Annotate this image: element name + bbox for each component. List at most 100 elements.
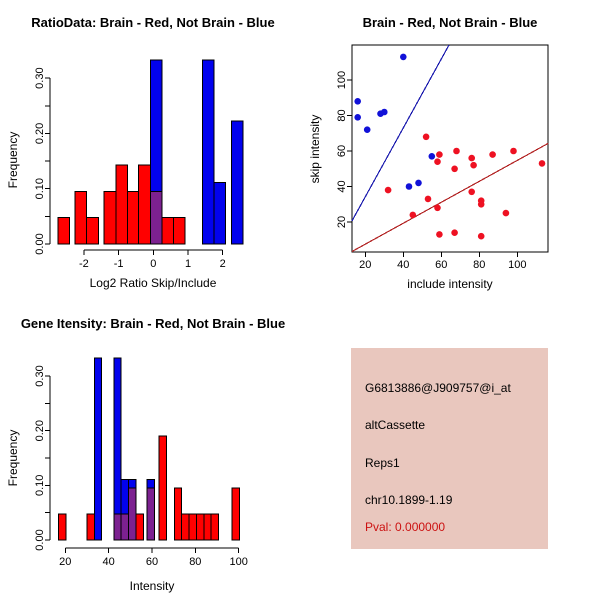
data-point-brain [538,160,546,167]
panel-ratio-histogram: 0.00 0.10 0.20 0.30 -2 -1 0 1 2 [34,59,244,270]
data-point-brain [436,151,443,158]
data-point-not-brain [428,153,436,160]
gene-info-panel: G6813886@J909757@i_at altCassette Reps1 … [351,348,548,549]
data-point-not-brain [354,114,362,121]
hist-bar-red [128,487,137,541]
x-tick-label: 60 [146,556,158,568]
data-point-brain [468,188,476,196]
y-tick-label: 60 [336,145,348,157]
hist-bar-blue [93,357,103,541]
x-tick-label: 80 [189,556,201,568]
hist-bar-red [74,191,88,245]
data-point-brain [489,151,496,158]
data-point-brain [434,204,441,212]
hist-bar-red [203,513,212,541]
data-point-not-brain [400,53,407,61]
data-point-brain [384,186,392,194]
scatter-title: Brain - Red, Not Brain - Blue [362,15,538,30]
x-tick-label: 80 [473,259,485,271]
scatter-ylabel: skip intensity [308,114,322,184]
gene-hist-xlabel: Intensity [129,579,175,593]
hist-bar-red [113,513,122,541]
hist-bar-red [150,191,163,245]
x-tick-label: 60 [435,259,447,271]
hist-bar-blue [213,182,226,245]
hist-bar-red [181,513,190,541]
info-line-probe-id: G6813886@J909757@i_at [365,381,511,395]
panel-intensity-scatter: 20 40 60 80 100 20 40 60 80 100 [336,44,549,271]
x-tick-label: -2 [79,258,89,270]
data-point-not-brain [354,98,362,105]
hist-bar-red [115,164,128,245]
data-point-brain [436,231,443,238]
x-tick-label: 2 [220,258,226,270]
y-tick-label: 40 [336,180,348,192]
hist-bar-red [146,487,156,541]
x-tick-label: 40 [103,556,115,568]
x-tick-label: 100 [229,556,247,568]
data-point-brain [453,147,460,155]
panel-gene-histogram: 0.00 0.10 0.20 0.30 20 40 60 80 100 [34,357,248,568]
y-tick-label: 80 [336,109,348,121]
hist-bar-red [173,487,183,541]
info-line-locus: chr10.1899-1.19 [365,493,453,507]
data-point-brain [451,165,458,173]
hist-bar-red [57,513,67,541]
x-tick-label: 100 [508,259,526,271]
info-line-pvalue: Pval: 0.000000 [365,520,446,534]
data-point-brain [409,211,417,219]
data-point-brain [422,133,430,141]
gene-hist-title: Gene Itensity: Brain - Red, Not Brain - … [20,316,286,331]
data-point-brain [434,158,441,165]
hist-bar-red [195,513,205,541]
data-point-brain [510,147,517,155]
hist-bar-blue [230,120,244,245]
data-point-not-brain [363,126,371,133]
data-point-brain [477,232,485,240]
x-tick-label: 20 [59,556,71,568]
fit-line-brain [351,142,549,253]
data-point-brain [477,201,485,208]
data-point-brain [451,229,458,236]
hist-bar-red [172,217,186,245]
hist-bar-red [231,487,240,541]
ratio-hist-title: RatioData: Brain - Red, Not Brain - Blue [31,15,275,30]
hist-bar-red [158,435,167,541]
hist-bar-blue [202,59,215,245]
x-tick-label: 20 [359,259,371,271]
hist-bar-red [86,217,99,245]
x-tick-label: -1 [114,258,124,270]
hist-bar-red [138,164,151,245]
info-line-event-type: altCassette [365,418,426,432]
y-tick-label: 0.10 [34,178,46,199]
data-point-not-brain [415,179,422,187]
hist-bar-blue [113,357,122,541]
data-point-not-brain [405,183,413,190]
hist-bar-red [57,217,70,245]
hist-bar-red [120,513,130,541]
hist-bar-red [126,191,140,245]
y-tick-label: 0.00 [34,233,46,254]
hist-bar-red [103,191,117,245]
y-tick-label: 0.20 [34,420,46,441]
y-tick-label: 0.30 [34,67,46,88]
y-tick-label: 0.10 [34,475,46,496]
x-tick-label: 40 [397,259,409,271]
hist-bar-red [135,513,144,541]
y-tick-label: 0.20 [34,123,46,144]
data-point-brain [502,209,510,217]
hist-bar-red [188,513,197,541]
y-tick-label: 0.30 [34,365,46,386]
hist-bar-red [210,513,220,541]
gene-hist-ylabel: Frequency [6,429,20,487]
data-point-not-brain [381,108,388,116]
data-point-brain [424,195,432,203]
x-tick-label: 0 [150,258,156,270]
fit-line-not-brain [351,44,450,222]
scatter-xlabel: include intensity [407,277,493,291]
ratio-hist-ylabel: Frequency [6,131,20,189]
hist-bar-red [86,513,95,541]
hist-bar-red [161,217,174,245]
